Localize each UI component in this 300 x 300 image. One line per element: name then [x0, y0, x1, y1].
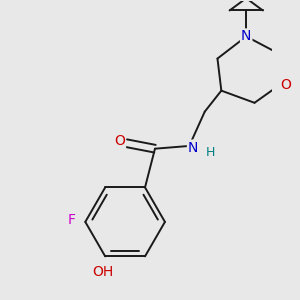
Text: H: H: [206, 146, 215, 159]
Text: N: N: [188, 141, 198, 154]
Text: N: N: [241, 29, 251, 44]
Text: O: O: [114, 134, 125, 148]
Text: F: F: [68, 213, 76, 227]
Text: OH: OH: [92, 265, 113, 279]
Text: O: O: [280, 78, 292, 92]
